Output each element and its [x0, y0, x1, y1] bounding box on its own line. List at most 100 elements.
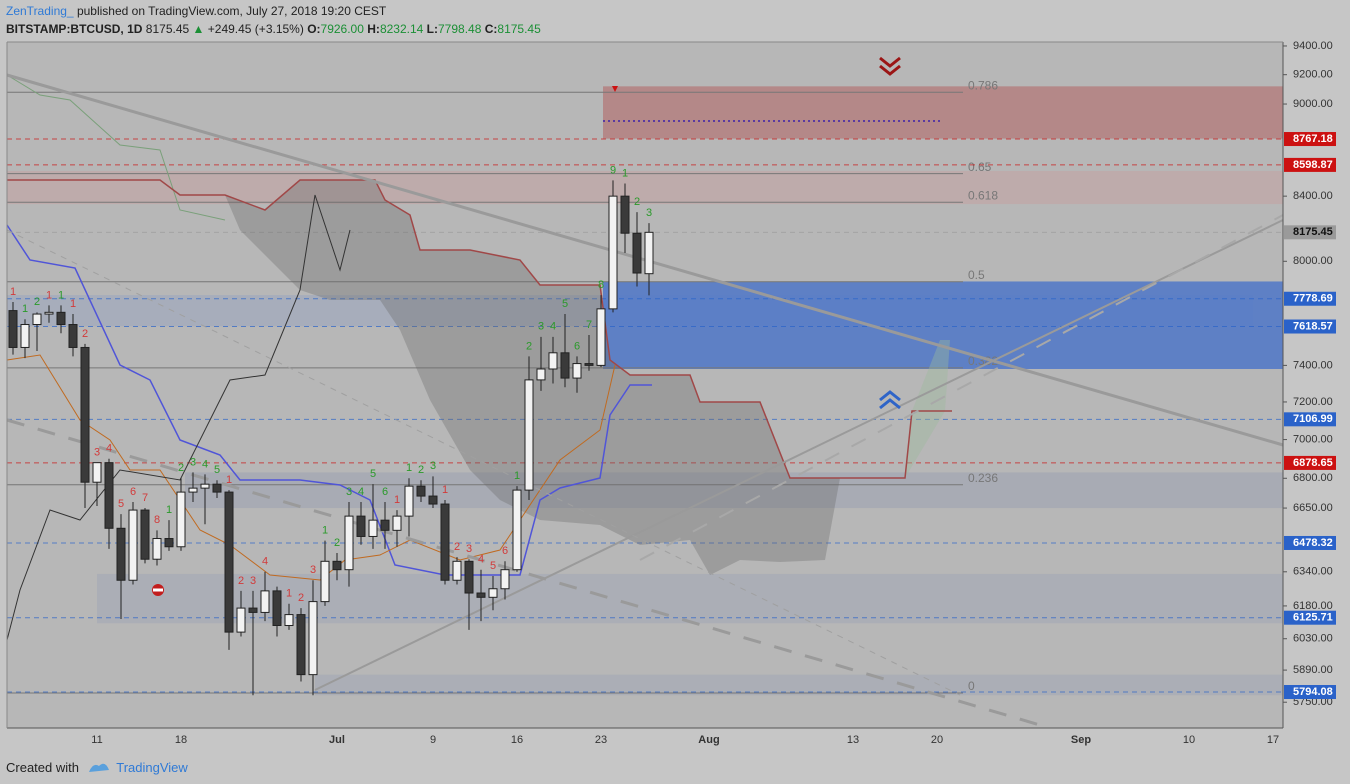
- price-tag: [1284, 455, 1336, 470]
- td-count: 5: [370, 468, 376, 480]
- fib-label: 0: [968, 679, 975, 693]
- y-tick-label: 9000.00: [1293, 98, 1333, 110]
- zone: [7, 170, 1283, 205]
- sell-chevron: [879, 56, 901, 76]
- kijun: [7, 179, 952, 479]
- price-tag: [1284, 319, 1336, 334]
- candle-body: [560, 352, 570, 379]
- candle-body: [32, 313, 42, 326]
- td-count: 8: [154, 514, 160, 526]
- candle-body: [188, 487, 198, 493]
- candle-body: [632, 232, 642, 274]
- brand[interactable]: TradingView: [116, 760, 188, 775]
- candle-body: [524, 379, 534, 491]
- fib-label: 0.236: [968, 471, 998, 485]
- author[interactable]: ZenTrading_: [6, 4, 74, 18]
- td-count: 3: [190, 456, 196, 468]
- td-count: 3: [430, 460, 436, 472]
- candle-body: [476, 592, 486, 598]
- y-tick-label: 6800.00: [1293, 472, 1333, 484]
- candle-body: [620, 195, 630, 234]
- l: 7798.48: [438, 22, 482, 36]
- td-count: 2: [34, 296, 40, 308]
- x-tick-label: 11: [91, 734, 102, 746]
- trend-line: [639, 214, 1284, 561]
- td-count: 5: [118, 498, 124, 510]
- td-count: 6: [574, 340, 580, 352]
- td-count: 2: [526, 340, 532, 352]
- fib-label: 0.65: [968, 160, 992, 174]
- td-count: 6: [502, 545, 508, 557]
- td-count: 3: [538, 321, 544, 333]
- td-count: 4: [106, 443, 112, 455]
- candle-body: [404, 485, 414, 517]
- o-label: O:: [307, 22, 321, 36]
- symbol: BITSTAMP:BTCUSD, 1D: [6, 22, 143, 36]
- price-tag-label: 7618.57: [1293, 320, 1333, 332]
- candle-body: [392, 515, 402, 531]
- fib-label: 0.5: [968, 268, 985, 282]
- last: 8175.45: [145, 22, 190, 36]
- y-tick-label: 8000.00: [1293, 255, 1333, 267]
- td-count: 4: [478, 554, 484, 566]
- y-tick-label: 9200.00: [1293, 69, 1333, 81]
- candle-body: [308, 601, 318, 676]
- lagging-line: [6, 194, 351, 641]
- marker: [612, 86, 618, 92]
- fib-label: 0.618: [968, 188, 998, 202]
- zone: [97, 573, 1283, 624]
- candle-body: [104, 462, 114, 529]
- candle-body: [572, 363, 582, 379]
- fib-label: 0.786: [968, 78, 998, 92]
- h: 8232.14: [379, 22, 424, 36]
- price-tag: [1284, 132, 1336, 147]
- c-label: C:: [484, 22, 498, 36]
- candle-body: [584, 363, 594, 366]
- td-count: 2: [454, 541, 460, 553]
- td-count: 5: [490, 560, 496, 572]
- td-count: 1: [322, 524, 328, 536]
- td-count: 3: [94, 447, 100, 459]
- arrow: ▲: [192, 22, 205, 36]
- candle-body: [332, 560, 342, 571]
- candle-body: [116, 527, 126, 581]
- cloud: [225, 180, 840, 575]
- logo: [88, 763, 109, 772]
- td-count: 2: [634, 196, 640, 208]
- candle-body: [380, 519, 390, 531]
- zone: [315, 674, 1283, 696]
- candle-body: [416, 485, 426, 497]
- td-count: 3: [466, 543, 472, 555]
- td-count: 1: [286, 588, 292, 600]
- candle-body: [140, 509, 150, 560]
- x-tick-label: Aug: [698, 734, 719, 746]
- x-tick-label: 23: [595, 734, 607, 746]
- td-count: 5: [214, 464, 220, 476]
- td-count: 3: [346, 486, 352, 498]
- td-count: 7: [586, 319, 592, 331]
- candle-body: [356, 515, 366, 537]
- candle-body: [164, 538, 174, 548]
- axes: 11 18 Jul 9 16 23 Aug 13 20 Sep 10 179400.009200.00…: [91, 40, 1336, 746]
- senkou-a: [6, 74, 226, 221]
- candle-body: [644, 231, 654, 275]
- h-label: H:: [367, 22, 380, 36]
- candle-body: [260, 590, 270, 613]
- candle-body: [452, 560, 462, 581]
- o: 7926.00: [320, 22, 364, 36]
- candle-body: [44, 311, 54, 315]
- x-tick-label: 9: [430, 734, 436, 746]
- candle-body: [152, 538, 162, 560]
- y-tick-label: 5890.00: [1293, 664, 1333, 676]
- price-tag-label: 6478.32: [1293, 537, 1333, 549]
- zone: [185, 472, 1283, 509]
- price-tag-label: 6878.65: [1293, 457, 1333, 469]
- y-tick-label: 9400.00: [1293, 40, 1333, 52]
- x-tick-label: 18: [175, 734, 187, 746]
- symbol-line: BITSTAMP:BTCUSD, 1D 8175.45 ▲ +249.45 (+…: [6, 22, 541, 36]
- candle-body: [200, 483, 210, 489]
- price-tag-label: 5794.08: [1293, 686, 1333, 698]
- fib-label: 0.382: [968, 354, 998, 368]
